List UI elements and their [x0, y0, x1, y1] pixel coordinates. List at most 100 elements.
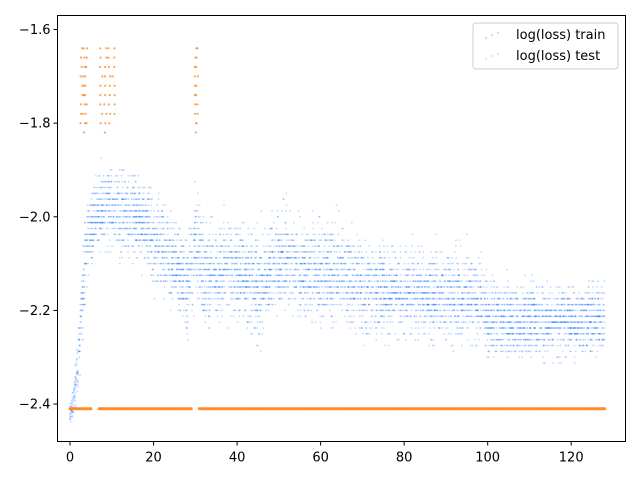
train-point: [527, 321, 529, 323]
train-point: [326, 297, 328, 300]
train-point: [310, 262, 312, 265]
train-point: [470, 303, 473, 306]
train-point: [163, 297, 165, 300]
train-point: [179, 251, 182, 253]
train-point: [470, 344, 472, 347]
train-point: [240, 274, 243, 277]
train-point: [375, 315, 377, 318]
train-point: [303, 245, 305, 248]
train-point: [132, 227, 135, 230]
train-point: [580, 332, 583, 335]
train-point: [456, 321, 459, 323]
train-point: [104, 186, 107, 189]
train-point: [507, 286, 510, 288]
train-point: [469, 286, 472, 288]
train-point: [413, 315, 416, 318]
train-point: [122, 210, 124, 212]
train-point: [348, 268, 350, 271]
train-point: [113, 192, 115, 195]
train-point: [570, 315, 573, 318]
train-point: [561, 292, 564, 294]
train-point: [179, 309, 182, 312]
train-point: [506, 303, 509, 306]
train-point: [71, 396, 74, 399]
train-point: [551, 321, 554, 323]
train-point: [192, 251, 194, 253]
train-point: [468, 309, 471, 312]
train-point: [345, 297, 348, 300]
train-point: [258, 303, 260, 306]
train-point: [345, 321, 348, 323]
train-point: [243, 280, 246, 283]
train-point: [447, 286, 450, 288]
train-point: [535, 338, 538, 341]
train-point: [305, 292, 308, 294]
train-point: [267, 297, 270, 300]
train-point: [432, 256, 434, 259]
train-point: [186, 321, 189, 323]
train-point: [566, 309, 569, 312]
train-point: [72, 398, 74, 401]
train-point: [346, 309, 349, 312]
train-point: [533, 303, 536, 306]
train-point: [535, 350, 537, 353]
train-point: [409, 303, 412, 306]
train-point: [303, 262, 306, 265]
train-point: [182, 268, 185, 271]
train-point: [352, 262, 355, 265]
train-point: [480, 286, 483, 288]
train-point: [204, 268, 207, 271]
train-point: [389, 332, 391, 335]
train-point: [377, 297, 380, 300]
train-point: [421, 286, 424, 288]
train-point: [461, 297, 464, 300]
train-point: [387, 344, 390, 347]
train-point: [97, 210, 100, 212]
train-point: [144, 204, 147, 207]
train-point: [421, 286, 423, 288]
train-point: [339, 286, 342, 288]
train-point: [498, 327, 501, 329]
train-point: [175, 245, 178, 248]
train-point: [370, 280, 373, 283]
train-point: [474, 268, 476, 271]
train-point: [392, 251, 394, 253]
train-point: [73, 387, 76, 389]
train-point: [118, 262, 121, 265]
train-point: [292, 292, 295, 294]
train-point: [489, 338, 492, 341]
train-point: [487, 350, 490, 353]
train-point: [291, 245, 294, 248]
train-point: [425, 280, 427, 283]
train-point: [149, 251, 152, 253]
train-point: [133, 215, 136, 218]
train-point: [594, 344, 596, 347]
train-point: [151, 198, 153, 201]
train-point: [400, 297, 403, 300]
train-point: [557, 362, 560, 364]
train-point: [203, 303, 206, 306]
train-point: [161, 210, 164, 212]
train-point: [258, 315, 261, 318]
train-point: [100, 180, 103, 183]
train-point: [193, 233, 196, 236]
train-point: [514, 338, 516, 341]
train-point: [542, 362, 545, 364]
train-point: [92, 239, 94, 242]
train-point: [252, 280, 254, 283]
train-point: [399, 256, 402, 259]
train-point: [184, 262, 187, 265]
train-point: [358, 251, 361, 253]
train-point: [343, 280, 345, 283]
train-point: [240, 286, 243, 288]
train-point: [87, 210, 89, 212]
train-point: [255, 292, 258, 294]
train-point: [404, 245, 407, 248]
train-point: [427, 303, 430, 306]
train-point: [524, 344, 527, 347]
train-point: [512, 303, 515, 306]
train-point: [127, 233, 130, 236]
train-point: [232, 280, 235, 283]
train-point: [323, 292, 325, 294]
train-point: [176, 256, 178, 259]
